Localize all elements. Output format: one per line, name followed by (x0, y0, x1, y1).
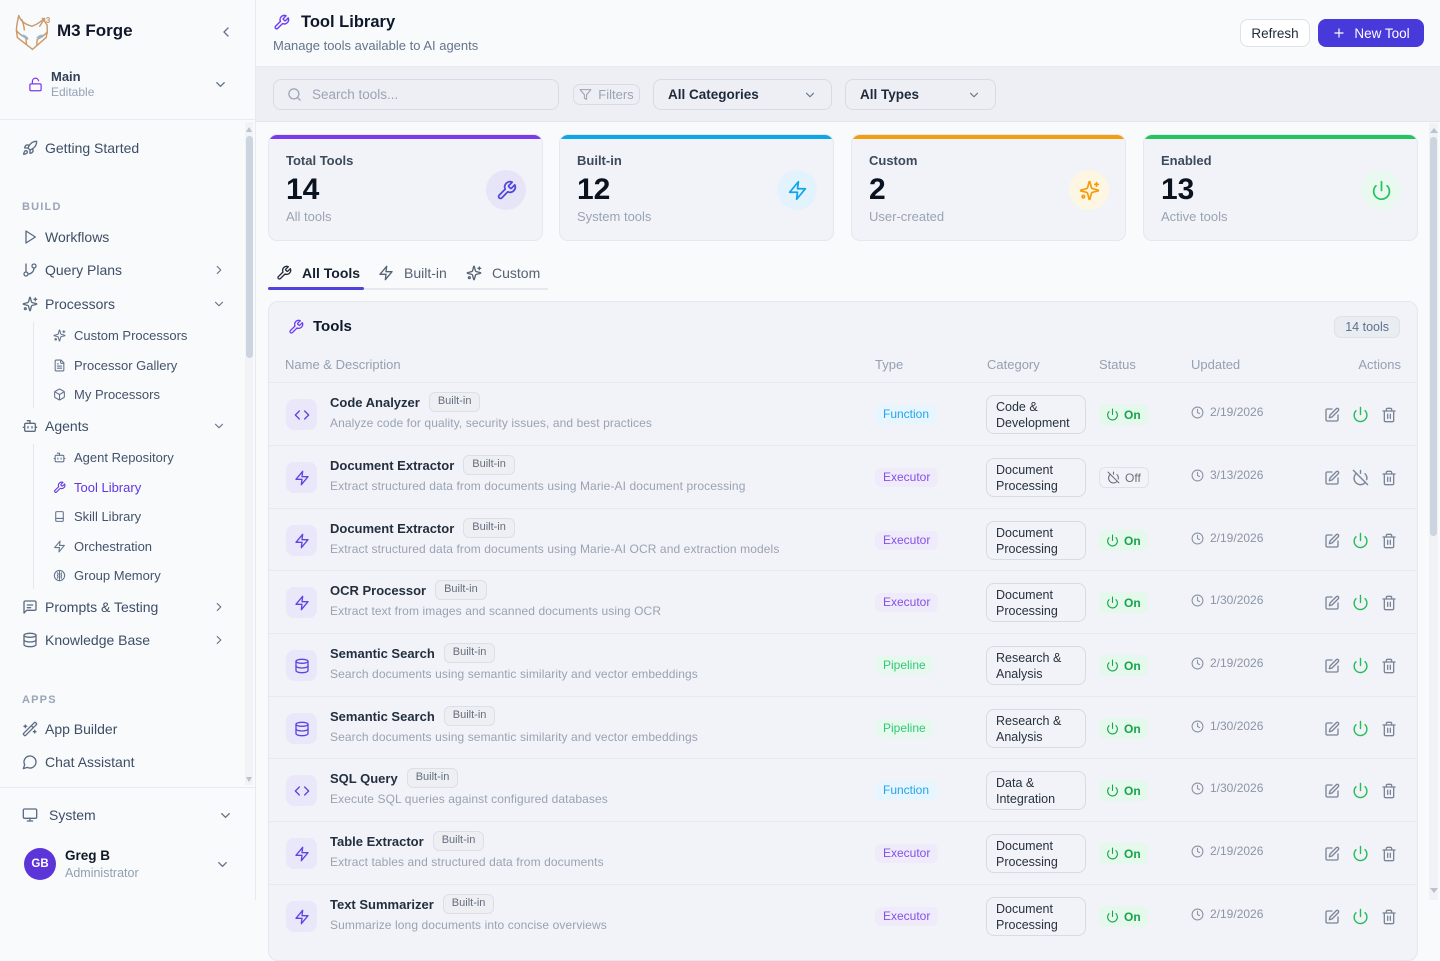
svg-text:3: 3 (46, 16, 51, 25)
